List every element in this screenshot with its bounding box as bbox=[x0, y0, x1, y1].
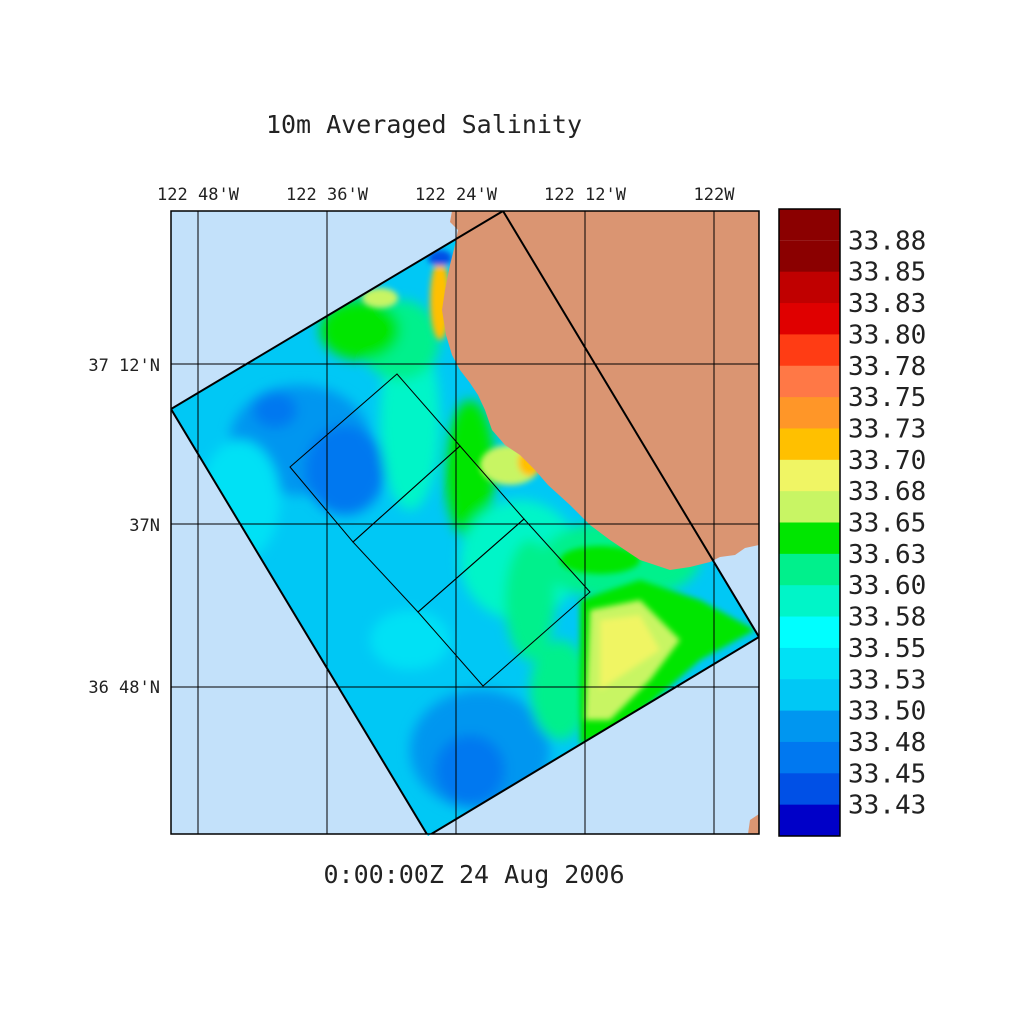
colorbar-swatch bbox=[779, 647, 840, 680]
land-fragment bbox=[748, 814, 759, 834]
colorbar-label: 33.88 bbox=[848, 226, 926, 256]
colorbar-swatch bbox=[779, 334, 840, 367]
lat-label: 36 48'N bbox=[88, 678, 160, 698]
map-panel bbox=[170, 210, 760, 836]
colorbar-frame bbox=[778, 208, 841, 837]
map-title: 10m Averaged Salinity bbox=[266, 110, 582, 139]
lon-label: 122 36'W bbox=[286, 185, 369, 205]
colorbar-swatch bbox=[779, 679, 840, 712]
graticule bbox=[171, 211, 759, 834]
colorbar-label: 33.78 bbox=[848, 352, 926, 382]
colorbar-label: 33.63 bbox=[848, 540, 926, 570]
colorbar-label: 33.50 bbox=[848, 697, 926, 727]
colorbar-swatch bbox=[779, 303, 840, 335]
lon-label: 122W bbox=[694, 185, 736, 205]
colorbar-label: 33.83 bbox=[848, 289, 926, 319]
lon-label: 122 12'W bbox=[544, 185, 627, 205]
colorbar-label: 33.68 bbox=[848, 477, 926, 507]
colorbar-label: 33.80 bbox=[848, 320, 926, 350]
colorbar-swatch bbox=[779, 741, 840, 774]
colorbar-swatch bbox=[779, 271, 840, 304]
colorbar-swatch bbox=[779, 397, 840, 429]
colorbar-label: 33.43 bbox=[848, 791, 926, 821]
latitude-labels: 37 12'N 37N 36 48'N bbox=[88, 356, 160, 698]
colorbar-label: 33.58 bbox=[848, 603, 926, 633]
lat-label: 37 12'N bbox=[88, 356, 160, 376]
nested-grid-boxes bbox=[289, 373, 591, 687]
map-frame bbox=[170, 210, 760, 835]
colorbar-label: 33.48 bbox=[848, 728, 926, 758]
colorbar: 33.8833.8533.8333.8033.7833.7533.7333.70… bbox=[778, 208, 926, 837]
land-mass bbox=[442, 211, 759, 570]
colorbar-swatch bbox=[779, 491, 840, 523]
colorbar-label: 33.45 bbox=[848, 759, 926, 789]
colorbar-swatch bbox=[779, 553, 840, 586]
model-domain-outline bbox=[171, 211, 759, 834]
colorbar-swatch bbox=[779, 804, 840, 837]
colorbar-swatch bbox=[779, 240, 840, 273]
colorbar-label: 33.85 bbox=[848, 258, 926, 288]
longitude-labels: 122 48'W 122 36'W 122 24'W 122 12'W 122W bbox=[157, 185, 735, 205]
timestamp-label: 0:00:00Z 24 Aug 2006 bbox=[323, 860, 624, 889]
colorbar-label: 33.55 bbox=[848, 634, 926, 664]
colorbar-swatch bbox=[779, 522, 840, 555]
lon-label: 122 24'W bbox=[415, 185, 498, 205]
colorbar-swatch bbox=[779, 773, 840, 806]
colorbar-swatch bbox=[779, 459, 840, 492]
nested-box bbox=[417, 518, 591, 687]
colorbar-swatch bbox=[779, 365, 840, 398]
colorbar-label: 33.53 bbox=[848, 665, 926, 695]
colorbar-swatch bbox=[779, 428, 840, 461]
lat-label: 37N bbox=[129, 516, 160, 536]
colorbar-swatch bbox=[779, 209, 840, 241]
colorbar-label: 33.75 bbox=[848, 383, 926, 413]
colorbar-label: 33.60 bbox=[848, 571, 926, 601]
colorbar-label: 33.65 bbox=[848, 509, 926, 539]
colorbar-label: 33.70 bbox=[848, 446, 926, 476]
colorbar-swatch bbox=[779, 585, 840, 618]
colorbar-label: 33.73 bbox=[848, 414, 926, 444]
colorbar-swatch bbox=[779, 710, 840, 743]
colorbar-swatch bbox=[779, 616, 840, 649]
lon-label: 122 48'W bbox=[157, 185, 240, 205]
